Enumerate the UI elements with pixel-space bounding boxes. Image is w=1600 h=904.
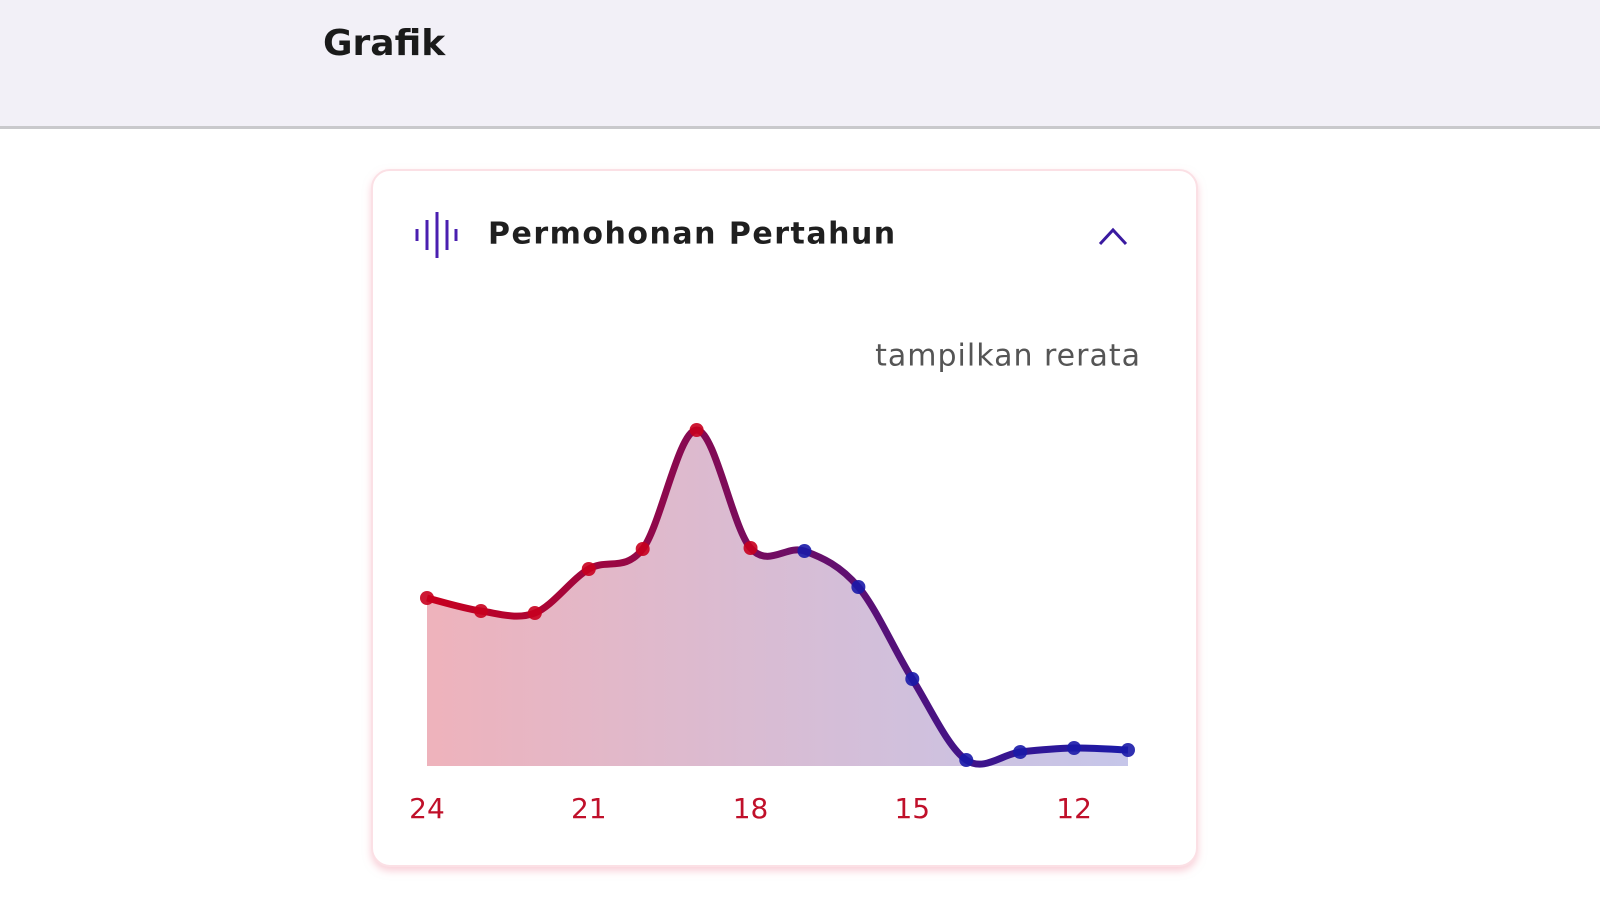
data-point — [959, 753, 974, 767]
area-fill — [427, 429, 1128, 766]
x-tick-label: 15 — [894, 792, 930, 825]
card-icon — [415, 212, 458, 258]
header-border — [0, 126, 1600, 129]
data-point — [473, 604, 488, 618]
data-point — [1121, 743, 1135, 757]
data-point — [851, 580, 866, 594]
show-average-toggle[interactable]: tampilkan rerata — [875, 339, 1141, 374]
data-point — [527, 606, 542, 620]
data-point — [797, 544, 812, 558]
data-point — [420, 591, 434, 605]
card-title: Permohonan Pertahun — [488, 217, 897, 252]
x-tick-label: 21 — [571, 792, 607, 825]
line — [426, 426, 1129, 768]
x-tick-label: 18 — [733, 792, 769, 825]
x-tick-label: 24 — [409, 792, 445, 825]
plot: 24 21 18 15 12 — [409, 423, 1135, 825]
data-point — [1013, 745, 1028, 759]
data-point — [743, 541, 758, 555]
data-point — [1067, 741, 1082, 755]
x-tick-label: 12 — [1056, 792, 1092, 825]
data-point — [635, 542, 650, 556]
data-point — [905, 672, 920, 686]
data-point — [581, 562, 596, 576]
collapse-button[interactable] — [1098, 227, 1128, 246]
header-bar — [0, 0, 1600, 128]
header-title: Grafik — [323, 23, 446, 64]
data-point — [689, 423, 704, 437]
